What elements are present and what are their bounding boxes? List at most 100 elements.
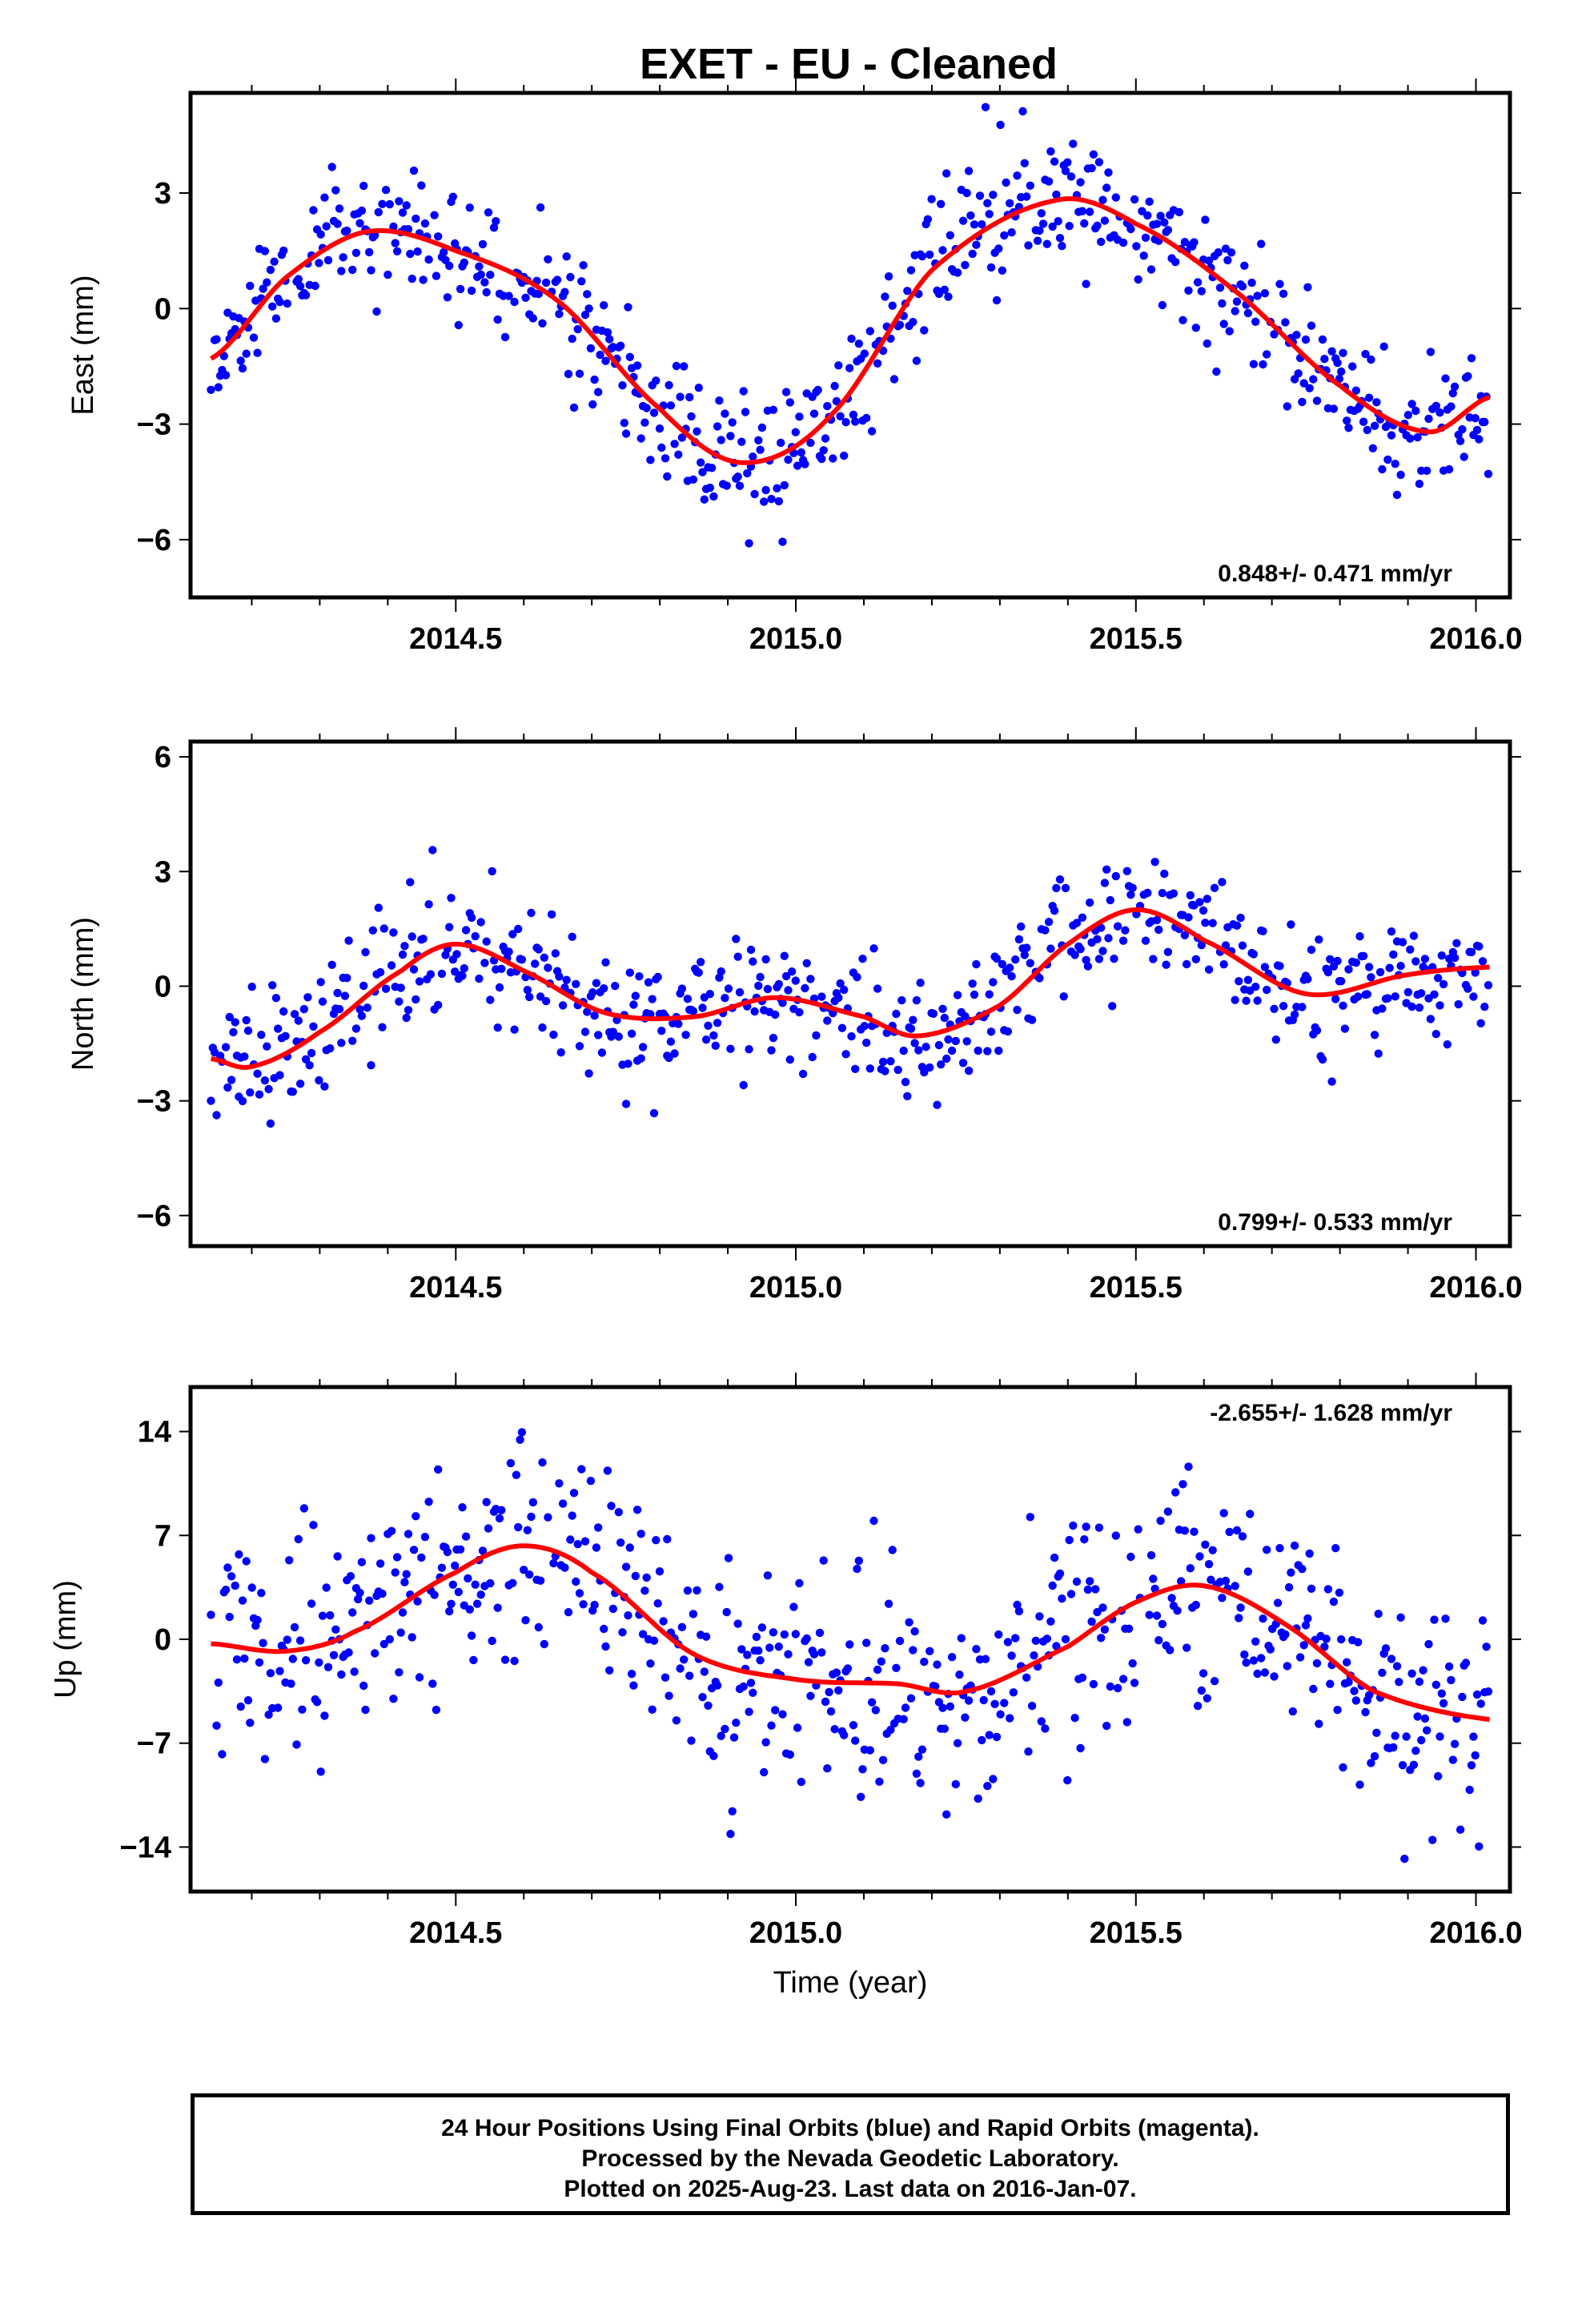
data-point — [337, 1039, 346, 1047]
data-point — [1044, 918, 1054, 927]
y-tick-label: −7 — [137, 1727, 171, 1761]
data-point — [1156, 1516, 1165, 1526]
data-point — [1126, 224, 1135, 234]
data-point — [298, 1705, 307, 1714]
data-point — [829, 454, 837, 463]
data-point — [1197, 941, 1207, 950]
y-tick-label: −6 — [137, 1200, 171, 1233]
data-point — [601, 1642, 610, 1651]
data-point — [917, 1745, 927, 1754]
data-point — [1475, 942, 1484, 951]
data-point — [379, 924, 388, 933]
data-point — [845, 1640, 854, 1649]
data-point — [214, 1678, 223, 1687]
data-point — [906, 1694, 916, 1703]
data-point — [1351, 958, 1361, 967]
data-point — [1163, 947, 1173, 957]
data-point — [482, 1498, 491, 1506]
data-point — [713, 1019, 722, 1027]
data-point — [909, 317, 917, 327]
data-point — [359, 1681, 368, 1691]
data-point — [495, 1514, 504, 1523]
data-point — [1402, 1732, 1411, 1741]
data-point — [395, 997, 404, 1006]
data-point — [413, 1597, 422, 1606]
data-point — [1063, 158, 1072, 167]
data-point — [1447, 1675, 1456, 1685]
data-point — [1087, 1617, 1096, 1626]
data-point — [912, 995, 921, 1005]
data-point — [909, 1015, 917, 1024]
data-point — [1454, 999, 1463, 1009]
data-point — [1026, 181, 1035, 190]
data-point — [406, 249, 415, 259]
data-point — [465, 203, 474, 212]
data-point — [1472, 1690, 1482, 1699]
data-point — [655, 1567, 665, 1576]
data-point — [357, 1558, 367, 1566]
data-point — [1339, 1001, 1347, 1011]
data-point — [512, 1470, 521, 1480]
data-point — [709, 1751, 718, 1760]
data-point — [1178, 316, 1187, 324]
data-point — [832, 1668, 841, 1677]
data-point — [635, 972, 644, 981]
data-point — [484, 208, 493, 217]
data-point — [1055, 234, 1065, 243]
data-point — [728, 1807, 737, 1815]
data-point — [488, 866, 496, 876]
data-point — [1431, 1030, 1441, 1039]
data-point — [1331, 995, 1340, 1003]
data-point — [430, 1590, 439, 1599]
data-point — [1201, 215, 1210, 224]
data-point — [437, 969, 447, 979]
data-point — [851, 1736, 860, 1745]
data-point — [693, 427, 701, 436]
data-point — [1329, 1597, 1339, 1606]
data-point — [572, 1577, 580, 1586]
data-point — [1219, 320, 1228, 328]
data-point — [1361, 349, 1370, 359]
data-point — [942, 1810, 951, 1819]
data-point — [420, 219, 430, 228]
data-point — [843, 1664, 853, 1673]
data-point — [853, 973, 861, 982]
data-point — [1441, 374, 1450, 383]
data-point — [255, 1658, 264, 1667]
data-point — [1184, 1462, 1193, 1471]
data-point — [865, 1064, 875, 1073]
data-point — [424, 1498, 433, 1506]
data-point — [1093, 935, 1102, 944]
data-point — [750, 1007, 759, 1016]
data-point — [1132, 242, 1141, 251]
data-point — [780, 480, 789, 490]
data-point — [849, 410, 858, 420]
data-point — [1069, 139, 1078, 148]
data-point — [1259, 927, 1267, 936]
data-point — [761, 955, 770, 964]
data-point — [564, 1608, 573, 1617]
data-point — [584, 1069, 593, 1078]
data-point — [739, 1080, 748, 1090]
data-point — [1323, 1585, 1333, 1594]
data-point — [791, 976, 800, 985]
data-point — [749, 452, 757, 461]
data-point — [756, 972, 765, 982]
data-point — [1391, 992, 1399, 1001]
data-point — [575, 1042, 584, 1051]
data-point — [614, 1032, 623, 1041]
data-point — [266, 1119, 275, 1128]
data-point — [271, 994, 281, 1003]
data-point — [1469, 992, 1478, 1001]
data-point — [1190, 1527, 1199, 1536]
data-point — [851, 417, 860, 426]
data-point — [970, 990, 979, 999]
data-point — [1434, 1771, 1443, 1781]
data-point — [632, 1506, 642, 1514]
data-point — [1102, 183, 1111, 192]
data-point — [1370, 1751, 1379, 1761]
data-point — [1406, 945, 1415, 954]
data-point — [631, 991, 640, 1000]
data-point — [1149, 955, 1158, 963]
data-point — [961, 260, 970, 270]
